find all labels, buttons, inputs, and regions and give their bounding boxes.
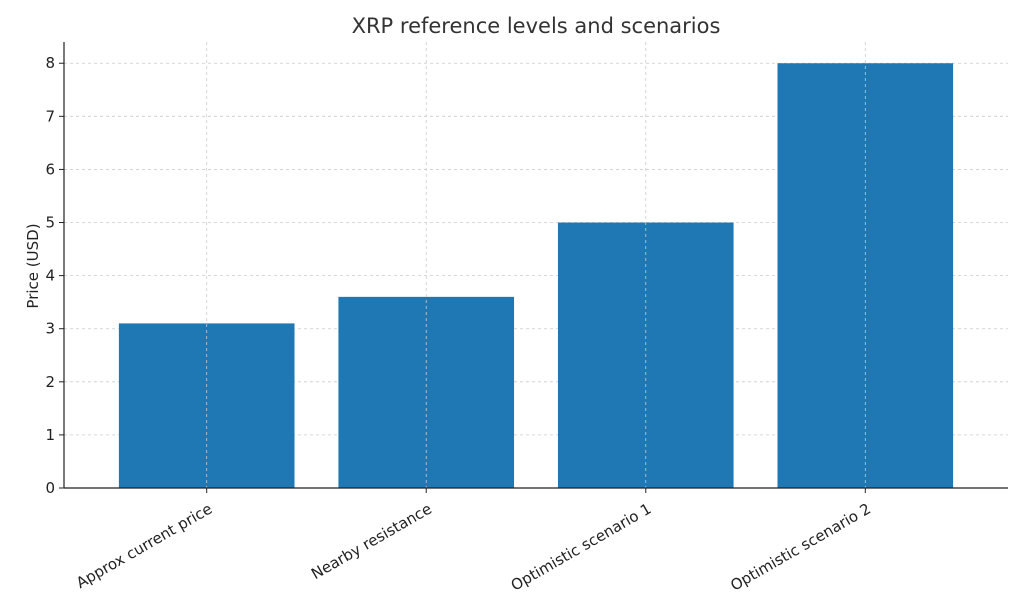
grid-vertical xyxy=(206,42,866,488)
y-tick-label: 1 xyxy=(45,426,55,444)
chart-title: XRP reference levels and scenarios xyxy=(352,14,721,38)
x-tick-label: Approx current price xyxy=(73,500,215,592)
y-tick-label: 0 xyxy=(45,479,55,497)
x-tick-label: Nearby resistance xyxy=(308,500,435,584)
y-axis-label: Price (USD) xyxy=(24,223,42,308)
y-tick-label: 4 xyxy=(45,267,55,285)
y-tick-label: 5 xyxy=(45,214,55,232)
y-tick-label: 6 xyxy=(45,160,55,178)
y-tick-label: 2 xyxy=(45,373,55,391)
x-tick-label: Optimistic scenario 1 xyxy=(508,500,655,595)
y-tick-label: 8 xyxy=(45,54,55,72)
x-tick-label: Optimistic scenario 2 xyxy=(727,500,874,595)
y-tick-label: 7 xyxy=(45,107,55,125)
y-tick-label: 3 xyxy=(45,320,55,338)
axes xyxy=(59,42,1008,493)
